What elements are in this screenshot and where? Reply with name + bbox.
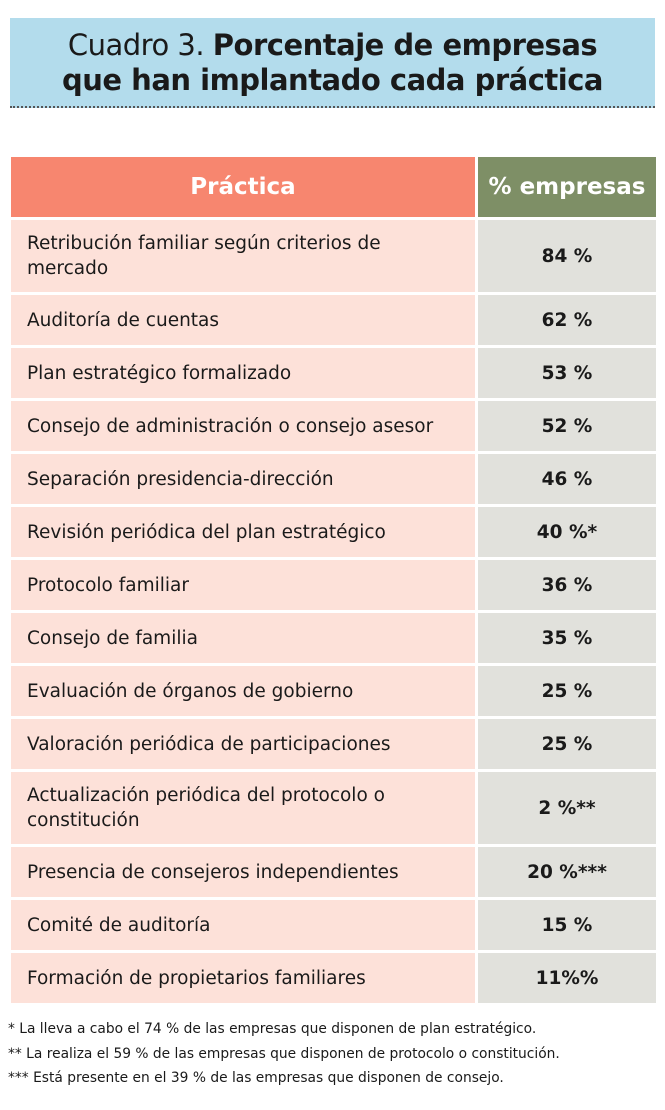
practice-cell: Separación presidencia-dirección bbox=[11, 454, 475, 504]
percent-cell: 52 % bbox=[478, 401, 656, 451]
table-row: Protocolo familiar 36 % bbox=[11, 560, 656, 610]
practice-cell: Consejo de familia bbox=[11, 613, 475, 663]
table-row: Evaluación de órganos de gobierno 25 % bbox=[11, 666, 656, 716]
footnote: * La lleva a cabo el 74 % de las empresa… bbox=[8, 1021, 537, 1037]
table-row: Presencia de consejeros independientes 20… bbox=[11, 847, 656, 897]
table-row: Formación de propietarios familiares 11%% bbox=[11, 953, 656, 1003]
table-row: Plan estratégico formalizado 53 % bbox=[11, 348, 656, 398]
percent-cell: 84 % bbox=[478, 220, 656, 292]
footnote: ** La realiza el 59 % de las empresas qu… bbox=[8, 1045, 560, 1062]
table-row: Retribución familiar según criterios de … bbox=[11, 220, 656, 292]
percent-cell: 25 % bbox=[478, 666, 656, 716]
practice-cell: Retribución familiar según criterios de … bbox=[11, 220, 475, 292]
practice-cell: Protocolo familiar bbox=[11, 560, 475, 610]
table-row: Comité de auditoría 15 % bbox=[11, 900, 656, 950]
percent-cell: 62 % bbox=[478, 295, 656, 345]
practice-cell: Consejo de administración o consejo ases… bbox=[11, 401, 475, 451]
percent-cell: 36 % bbox=[478, 560, 656, 610]
column-header: Práctica bbox=[11, 157, 475, 217]
practice-cell: Plan estratégico formalizado bbox=[11, 348, 475, 398]
practice-cell: Presencia de consejeros independientes bbox=[11, 847, 475, 897]
percent-cell: 2 %** bbox=[478, 772, 656, 844]
footnotes: * La lleva a cabo el 74 % de las empresa… bbox=[8, 1017, 560, 1091]
practice-cell: Revisión periódica del plan estratégico bbox=[11, 507, 475, 557]
percent-cell: 25 % bbox=[478, 719, 656, 769]
practice-cell: Actualización periódica del protocolo o … bbox=[11, 772, 475, 844]
footnote: *** Está presente en el 39 % de las empr… bbox=[8, 1070, 504, 1086]
column-header: % empresas bbox=[478, 157, 656, 217]
percent-cell: 15 % bbox=[478, 900, 656, 950]
percent-cell: 46 % bbox=[478, 454, 656, 504]
percent-cell: 53 % bbox=[478, 348, 656, 398]
percent-cell: 11%% bbox=[478, 953, 656, 1003]
practice-cell: Comité de auditoría bbox=[11, 900, 475, 950]
percent-cell: 40 %* bbox=[478, 507, 656, 557]
title-line: Cuadro 3. Porcentaje de empresas bbox=[10, 28, 655, 63]
practice-cell: Valoración periódica de participaciones bbox=[11, 719, 475, 769]
table-row: Consejo de familia 35 % bbox=[11, 613, 656, 663]
practice-cell: Formación de propietarios familiares bbox=[11, 953, 475, 1003]
practice-cell: Auditoría de cuentas bbox=[11, 295, 475, 345]
title-label: Cuadro 3. bbox=[67, 28, 205, 62]
header-row: Práctica % empresas bbox=[11, 157, 656, 217]
title: Porcentaje de empresas bbox=[212, 28, 598, 62]
table-row: Consejo de administración o consejo ases… bbox=[11, 401, 656, 451]
table-row: Separación presidencia-dirección 46 % bbox=[11, 454, 656, 504]
table-row: Auditoría de cuentas 62 % bbox=[11, 295, 656, 345]
table: Práctica % empresas Retribución familiar… bbox=[8, 154, 659, 1006]
table-row: Revisión periódica del plan estratégico 4… bbox=[11, 507, 656, 557]
title: que han implantado cada práctica bbox=[62, 63, 603, 97]
title-box: Cuadro 3. Porcentaje de empresas que han… bbox=[10, 18, 655, 108]
title-line: que han implantado cada práctica bbox=[10, 63, 655, 98]
practice-cell: Evaluación de órganos de gobierno bbox=[11, 666, 475, 716]
percent-cell: 35 % bbox=[478, 613, 656, 663]
table-row: Actualización periódica del protocolo o … bbox=[11, 772, 656, 844]
table-row: Valoración periódica de participaciones 2… bbox=[11, 719, 656, 769]
percent-cell: 20 %*** bbox=[478, 847, 656, 897]
